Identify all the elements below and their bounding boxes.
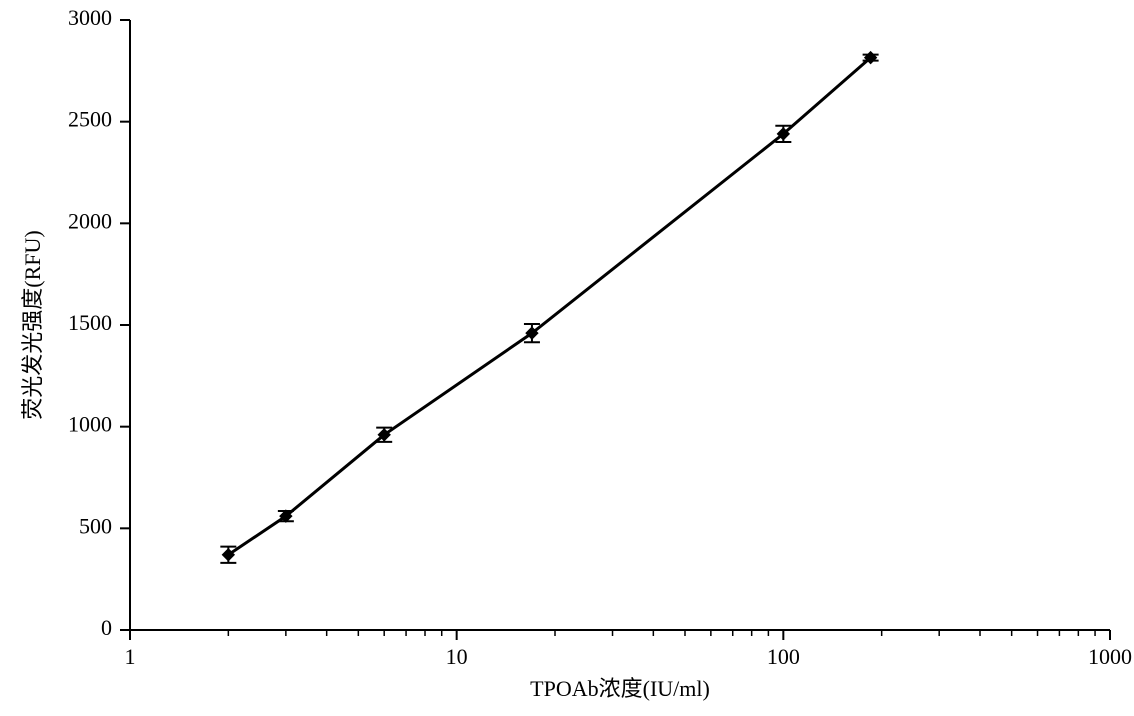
ytick-label: 500 <box>79 513 112 538</box>
xtick-label: 100 <box>767 644 800 669</box>
ytick-label: 1000 <box>68 412 112 437</box>
chart-container: 0 500 1000 1500 2000 2500 3000 1 10 100 1000 TPOAb浓… <box>0 0 1134 716</box>
calibration-curve-chart: 0 500 1000 1500 2000 2500 3000 1 10 100 1000 TPOAb浓… <box>0 0 1134 716</box>
ytick-label: 2000 <box>68 208 112 233</box>
xtick-label: 1 <box>125 644 136 669</box>
chart-bg <box>0 0 1134 716</box>
y-axis-label: 荧光发光强度(RFU) <box>20 230 45 419</box>
xtick-label: 10 <box>446 644 468 669</box>
ytick-label: 2500 <box>68 107 112 132</box>
xtick-label: 1000 <box>1088 644 1132 669</box>
ytick-label: 0 <box>101 615 112 640</box>
x-axis-label: TPOAb浓度(IU/ml) <box>530 676 710 701</box>
ytick-label: 3000 <box>68 5 112 30</box>
ytick-label: 1500 <box>68 310 112 335</box>
